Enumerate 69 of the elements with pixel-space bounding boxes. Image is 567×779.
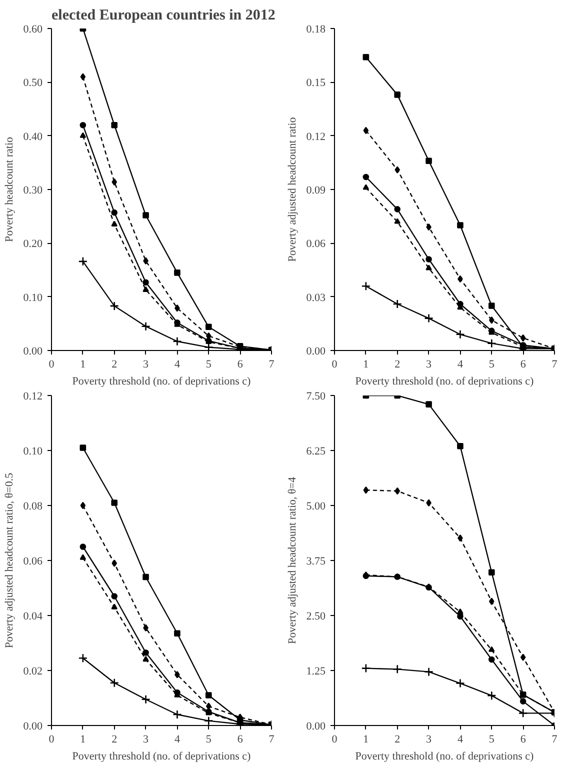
x-tick-label: 5: [206, 358, 212, 370]
x-axis-title: Poverty threshold (no. of deprivations c): [72, 376, 252, 388]
x-tick-label: 2: [112, 734, 118, 746]
x-tick-label: 4: [174, 734, 180, 746]
y-tick-label: 0.50: [23, 77, 43, 90]
x-axis-title: Poverty threshold (no. of deprivations c): [355, 376, 534, 388]
x-tick-label: 4: [174, 358, 180, 370]
y-tick-label: 0.00: [23, 720, 43, 732]
y-tick-label: 0.10: [23, 292, 43, 304]
x-tick-label: 0: [48, 358, 55, 370]
y-tick-label: 0.10: [23, 446, 43, 458]
y-axis-title: Poverty adjusted headcount ratio, θ=0.5: [3, 472, 16, 648]
x-tick-label: 5: [488, 358, 495, 370]
x-tick-label: 0: [332, 734, 338, 746]
y-tick-label: 0.60: [23, 24, 43, 36]
x-tick-label: 4: [457, 358, 464, 370]
y-tick-label: 0.12: [23, 390, 42, 402]
x-axis-title: Poverty threshold (no. of deprivations c): [72, 750, 252, 762]
x-tick-label: 7: [268, 358, 275, 370]
y-tick-label: 0.15: [306, 77, 326, 90]
x-tick-label: 5: [488, 734, 495, 746]
y-axis-title: Poverty adjusted headcount ratio, θ=4: [286, 476, 298, 644]
y-tick-label: 2.50: [306, 610, 326, 622]
x-tick-label: 7: [552, 734, 558, 746]
y-tick-label: 0.30: [23, 184, 43, 196]
x-tick-label: 6: [520, 358, 526, 370]
x-tick-label: 6: [237, 734, 244, 746]
x-tick-label: 3: [143, 734, 150, 746]
y-tick-label: 0.00: [306, 346, 326, 358]
x-axis-title: Poverty threshold (no. of deprivations c): [355, 750, 534, 762]
y-tick-label: 3.75: [306, 556, 326, 568]
x-tick-label: 2: [112, 358, 118, 370]
x-tick-label: 1: [80, 358, 86, 370]
y-tick-label: 0.09: [306, 184, 326, 196]
y-tick-label: 1.25: [306, 666, 326, 678]
y-tick-label: 0.12: [306, 130, 326, 143]
y-tick-label: 0.00: [306, 720, 326, 732]
y-tick-label: 0.06: [306, 238, 326, 250]
y-tick-label: 6.25: [306, 446, 326, 458]
x-tick-label: 7: [268, 734, 275, 746]
y-tick-label: 0.18: [306, 24, 326, 36]
x-tick-label: 5: [206, 734, 212, 746]
x-tick-label: 3: [426, 358, 432, 370]
x-tick-label: 2: [394, 358, 400, 370]
x-tick-label: 0: [48, 734, 55, 746]
y-tick-label: 0.08: [23, 500, 43, 512]
y-axis-title: Poverty adjusted headcount ratio: [286, 116, 298, 262]
x-tick-label: 1: [363, 734, 369, 746]
x-tick-label: 2: [394, 734, 400, 746]
x-tick-label: 1: [363, 358, 369, 370]
chart-title: elected European countries in 2012: [52, 8, 276, 24]
y-tick-label: 0.06: [23, 556, 43, 568]
y-tick-label: 0.03: [306, 292, 326, 304]
x-tick-label: 4: [457, 734, 464, 746]
y-tick-label: 0.04: [23, 610, 43, 622]
y-tick-label: 0.02: [23, 666, 42, 678]
y-tick-label: 7.50: [306, 390, 326, 402]
x-tick-label: 1: [80, 734, 86, 746]
x-tick-label: 6: [520, 734, 526, 746]
x-tick-label: 6: [237, 358, 244, 370]
y-tick-label: 0.00: [23, 346, 43, 358]
x-tick-label: 0: [332, 358, 338, 370]
y-tick-label: 0.40: [23, 130, 43, 143]
x-tick-label: 3: [426, 734, 432, 746]
x-tick-label: 7: [552, 358, 558, 370]
y-axis-title: Poverty headcount ratio: [3, 136, 16, 242]
y-tick-label: 0.20: [23, 238, 43, 250]
y-tick-label: 5.00: [306, 500, 326, 512]
x-tick-label: 3: [143, 358, 150, 370]
